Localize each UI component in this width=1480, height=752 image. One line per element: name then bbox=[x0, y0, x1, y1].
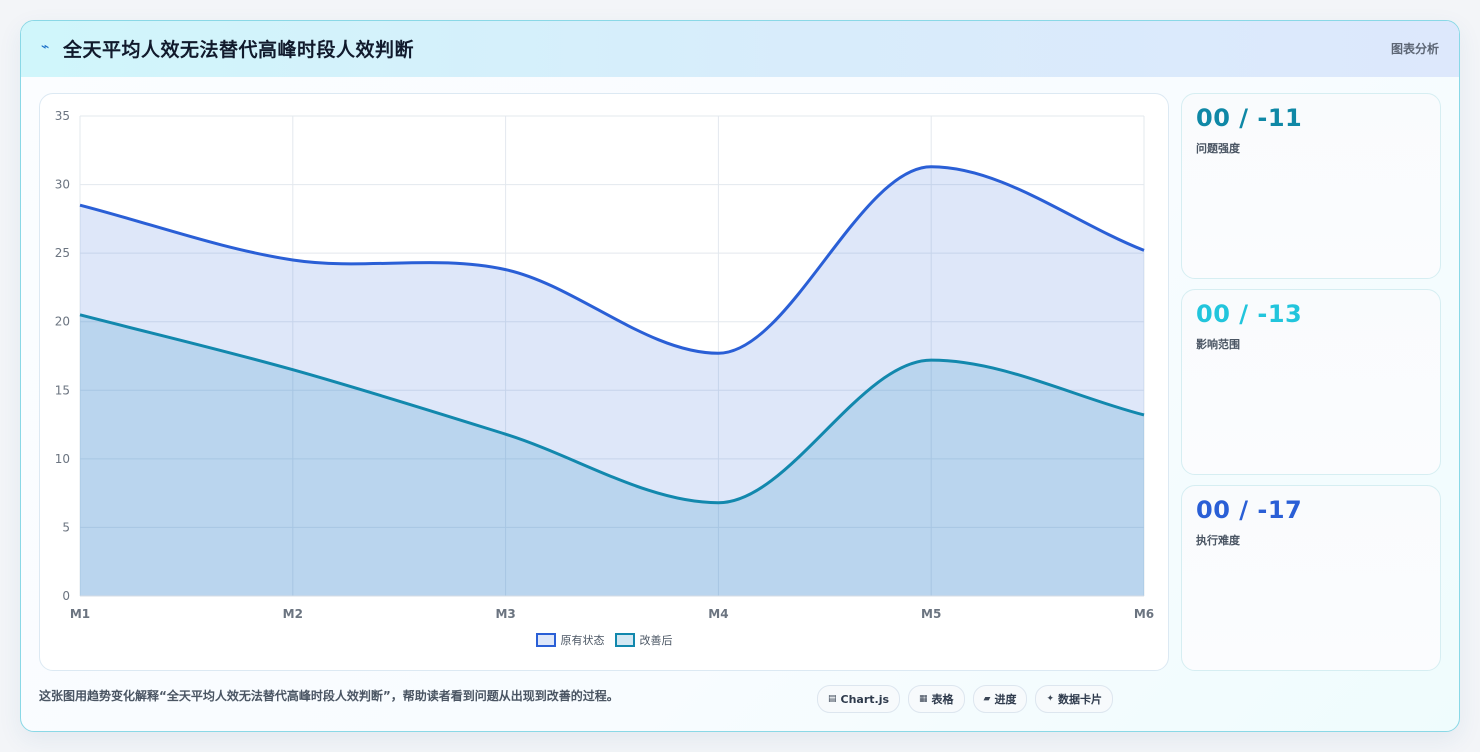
stat-label: 问题强度 bbox=[1196, 142, 1240, 155]
x-tick-label: M4 bbox=[708, 607, 728, 621]
lightning-icon: ⌁ bbox=[41, 39, 50, 55]
card-header: ⌁ 全天平均人效无法替代高峰时段人效判断 图表分析 bbox=[21, 21, 1459, 77]
y-tick-label: 20 bbox=[55, 315, 70, 329]
area-chart: 0 5 10 15 20 25 30 35 M1 M2 M3 M4 M5 M6 bbox=[55, 109, 1154, 621]
y-tick-label: 30 bbox=[55, 178, 70, 192]
chart-description: 这张图用趋势变化解释“全天平均人效无法替代高峰时段人效判断”，帮助读者看到问题从… bbox=[39, 689, 619, 703]
chip-label: 表格 bbox=[931, 693, 954, 706]
legend-item-improved[interactable]: 改善后 bbox=[614, 632, 673, 648]
chart-icon: ▤ bbox=[828, 694, 837, 704]
legend-label-improved: 改善后 bbox=[639, 634, 673, 647]
feature-chips: ▤ Chart.js ▦ 表格 ▰ 进度 ✦ 数据卡片 bbox=[817, 685, 1114, 713]
legend-label-original: 原有状态 bbox=[560, 634, 605, 647]
series-area-0 bbox=[80, 166, 1144, 596]
y-tick-label: 15 bbox=[55, 383, 70, 397]
y-tick-label: 25 bbox=[55, 246, 70, 260]
chart-legend: 原有状态 改善后 bbox=[40, 632, 1168, 648]
stat-label: 影响范围 bbox=[1196, 338, 1240, 351]
chip-data-card[interactable]: ✦ 数据卡片 bbox=[1035, 685, 1114, 713]
stat-card-scope: 00 / -13 影响范围 bbox=[1181, 289, 1441, 475]
y-tick-label: 35 bbox=[55, 109, 70, 123]
chip-label: 进度 bbox=[994, 693, 1017, 706]
y-tick-label: 5 bbox=[62, 520, 70, 534]
chip-chartjs[interactable]: ▤ Chart.js bbox=[817, 685, 901, 713]
series-line-0 bbox=[79, 165, 1145, 355]
y-tick-label: 10 bbox=[55, 452, 70, 466]
table-icon: ▦ bbox=[919, 694, 928, 704]
x-tick-label: M1 bbox=[70, 607, 90, 621]
chart-card: ⌁ 全天平均人效无法替代高峰时段人效判断 图表分析 0 5 10 15 20 25 30 35… bbox=[20, 20, 1460, 732]
stat-card-difficulty: 00 / -17 执行难度 bbox=[1181, 485, 1441, 671]
chart-analysis-tag: 图表分析 bbox=[1390, 42, 1439, 56]
legend-swatch-improved bbox=[614, 633, 635, 647]
chip-label: 数据卡片 bbox=[1058, 693, 1103, 706]
card-title: 全天平均人效无法替代高峰时段人效判断 bbox=[63, 39, 415, 61]
x-tick-label: M5 bbox=[921, 607, 941, 621]
y-tick-label: 0 bbox=[62, 589, 70, 603]
stat-label: 执行难度 bbox=[1196, 534, 1240, 547]
stat-value: 00 / -11 bbox=[1196, 104, 1303, 132]
x-tick-label: M6 bbox=[1134, 607, 1154, 621]
legend-item-original[interactable]: 原有状态 bbox=[535, 632, 605, 648]
x-tick-label: M3 bbox=[495, 607, 515, 621]
series-line-1 bbox=[79, 313, 1145, 505]
chip-table[interactable]: ▦ 表格 bbox=[908, 685, 965, 713]
legend-swatch-original bbox=[535, 633, 556, 647]
stat-card-intensity: 00 / -11 问题强度 bbox=[1181, 93, 1441, 279]
x-tick-label: M2 bbox=[283, 607, 303, 621]
chip-label: Chart.js bbox=[840, 692, 890, 706]
chart-panel: 0 5 10 15 20 25 30 35 M1 M2 M3 M4 M5 M6 原有状态 改善后 bbox=[39, 93, 1169, 671]
chip-progress[interactable]: ▰ 进度 bbox=[972, 685, 1028, 713]
stat-value: 00 / -17 bbox=[1196, 496, 1303, 524]
card-icon: ✦ bbox=[1046, 694, 1055, 704]
progress-icon: ▰ bbox=[983, 694, 991, 704]
stat-value: 00 / -13 bbox=[1196, 300, 1303, 328]
